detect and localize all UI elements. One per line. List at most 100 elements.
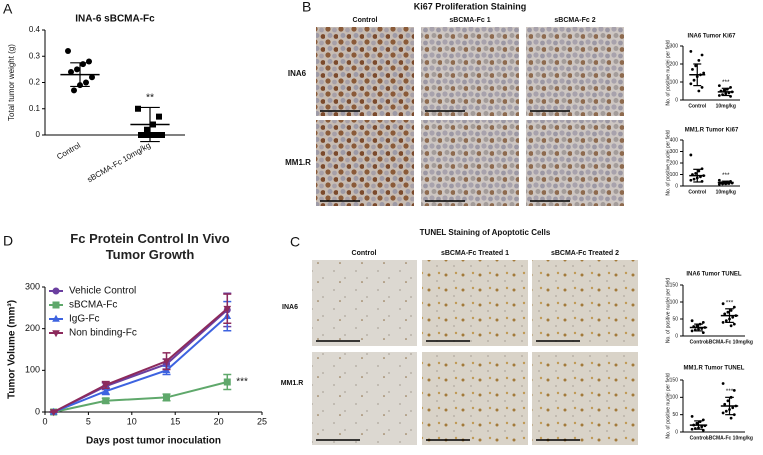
- ki67-images: [316, 27, 624, 206]
- y-tick-label: 0: [675, 333, 678, 339]
- y-tick-label: 200: [670, 61, 679, 67]
- marker: [697, 89, 701, 93]
- marker: [729, 416, 733, 420]
- x-tick-label: 25: [257, 416, 267, 426]
- marker: [159, 132, 165, 138]
- chart-title: MM1.R Tumor Ki67: [685, 128, 739, 134]
- y-axis-label: No. of positive nuclei per field: [665, 373, 671, 439]
- micrograph: [421, 120, 519, 206]
- marker: [726, 310, 730, 314]
- marker: [721, 321, 725, 324]
- marker: [697, 59, 701, 62]
- marker: [71, 87, 77, 94]
- y-tick-label: 300: [25, 281, 40, 291]
- y-axis-label: No. of positive nuclei per field: [665, 40, 671, 106]
- marker: [691, 68, 694, 71]
- marker: [694, 64, 698, 68]
- series-line: [53, 381, 228, 413]
- marker: [729, 309, 733, 312]
- y-tick-label: 200: [25, 323, 40, 333]
- marker: [156, 113, 162, 120]
- marker: [697, 169, 701, 173]
- chart-title: INA6 Tumor TUNEL: [686, 272, 742, 278]
- y-tick-label: 400: [670, 137, 679, 143]
- marker: [700, 167, 704, 171]
- marker: [690, 415, 694, 418]
- marker: [694, 171, 698, 175]
- annotation: ***: [722, 172, 730, 179]
- row-label: INA6: [288, 69, 307, 78]
- micrograph: [316, 120, 414, 206]
- micrograph: [422, 260, 528, 346]
- chart-title: INA6 Tumor Ki67: [688, 34, 737, 40]
- x-tick-label: Control: [690, 435, 708, 441]
- marker: [690, 319, 694, 323]
- marker: [52, 314, 60, 322]
- marker: [732, 389, 736, 392]
- marker: [700, 425, 704, 429]
- series-line: [53, 307, 228, 413]
- marker: [689, 82, 693, 86]
- micrograph: [526, 120, 624, 206]
- y-tick-label: 100: [25, 365, 40, 375]
- x-tick-label: sBCMA-Fc 10mg/kg: [86, 141, 152, 185]
- chart-title: Fc Protein Control In Vivo Tumor Growth: [70, 231, 230, 262]
- annotation: ***: [726, 300, 734, 307]
- annotation: **: [146, 93, 154, 104]
- marker: [723, 312, 727, 316]
- y-axis-label: Tumor Volume (mm³): [7, 300, 18, 399]
- marker: [86, 58, 92, 65]
- marker: [689, 50, 693, 53]
- chart-title: INA-6 sBCMA-Fc: [75, 14, 155, 25]
- marker: [49, 409, 58, 417]
- marker: [729, 95, 732, 98]
- panel-letter: B: [302, 0, 311, 15]
- x-tick-label: Control: [688, 103, 706, 109]
- y-tick-label: 0: [675, 429, 678, 435]
- marker: [729, 86, 732, 89]
- marker: [690, 427, 694, 431]
- marker: [692, 177, 696, 181]
- marker: [717, 178, 721, 182]
- scale-bars: [316, 340, 580, 441]
- marker: [724, 409, 728, 413]
- y-tick-label: 0: [35, 406, 40, 416]
- marker: [162, 358, 171, 366]
- column-label: Control: [353, 17, 378, 24]
- x-tick-label: 15: [170, 416, 180, 426]
- marker: [717, 94, 721, 97]
- marker: [721, 302, 725, 306]
- marker: [689, 153, 693, 157]
- annotation: ***: [726, 388, 734, 395]
- column-label: sBCMA-Fc Treated 2: [551, 250, 619, 257]
- panel-letter: D: [3, 233, 13, 249]
- micrograph: [316, 27, 414, 116]
- micrograph: [421, 27, 519, 116]
- y-axis-label: Total tumor weight (g): [7, 44, 16, 121]
- marker: [723, 402, 727, 406]
- y-tick-label: 150: [670, 282, 679, 288]
- marker: [52, 287, 60, 295]
- marker: [65, 48, 71, 54]
- marker: [692, 78, 696, 82]
- x-tick-label: sBCMA-Fc 10mg/kg: [706, 339, 753, 345]
- marker: [702, 71, 706, 75]
- marker: [80, 61, 86, 68]
- marker: [141, 132, 147, 138]
- annotation: ***: [722, 79, 730, 86]
- y-tick-label: 0: [675, 183, 678, 189]
- marker: [701, 331, 705, 334]
- legend-label: IgG-Fc: [69, 314, 100, 325]
- y-tick-label: 50: [672, 412, 678, 418]
- scale-bars: [320, 110, 570, 202]
- marker: [52, 330, 60, 338]
- x-tick-label: Control: [690, 339, 708, 345]
- marker: [695, 421, 699, 425]
- y-tick-label: 300: [670, 43, 679, 49]
- marker: [83, 79, 89, 86]
- annotation: ***: [236, 377, 248, 388]
- y-axis-label: No. of positive nuclei per field: [665, 278, 671, 344]
- marker: [700, 53, 704, 57]
- image-panel-title: Ki67 Proliferation Staining: [414, 1, 527, 11]
